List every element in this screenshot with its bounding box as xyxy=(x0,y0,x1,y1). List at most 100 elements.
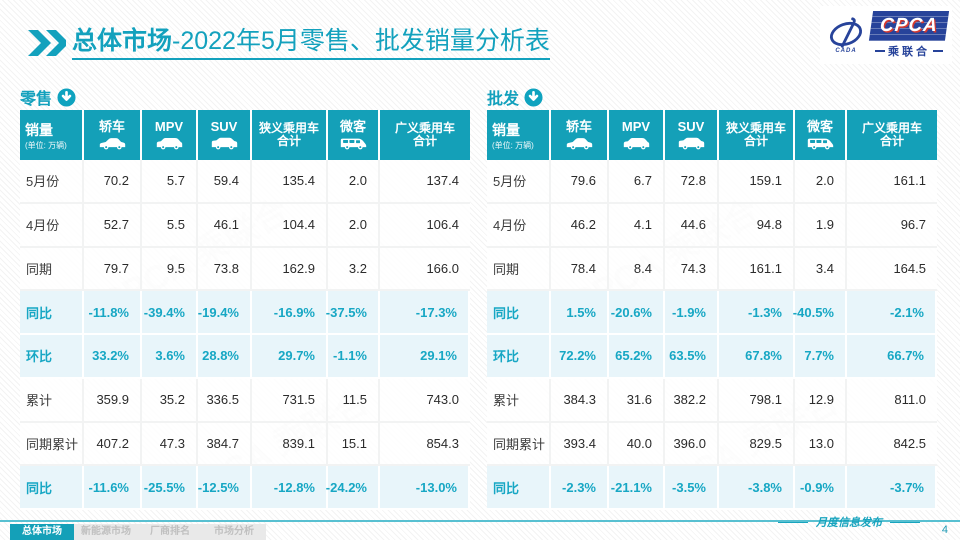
row-label: 5月份 xyxy=(20,160,84,204)
cell: 382.2 xyxy=(665,378,719,423)
cell: -39.4% xyxy=(142,291,198,335)
cpca-label: CPCA xyxy=(879,15,939,36)
table-row: 同比 -11.8% -39.4% -19.4% -16.9% -37.5% -17.3% xyxy=(20,291,470,335)
cell: 164.5 xyxy=(847,247,937,292)
cell: -3.5% xyxy=(665,466,719,510)
cell: -12.5% xyxy=(198,466,252,510)
col-header-narrow-total: 狭义乘用车 合计 xyxy=(719,110,795,160)
cell: 35.2 xyxy=(142,378,198,423)
row-label: 同比 xyxy=(20,466,84,510)
tab-新能源市场[interactable]: 新能源市场 xyxy=(81,526,131,537)
cell: 12.9 xyxy=(795,378,847,423)
table-row: 累计 384.3 31.6 382.2 798.1 12.9 811.0 xyxy=(487,378,937,423)
table-row: 同比 -11.6% -25.5% -12.5% -12.8% -24.2% -13.0% xyxy=(20,466,470,510)
cell: -37.5% xyxy=(326,291,380,335)
tab-市场分析[interactable]: 市场分析 xyxy=(214,526,254,537)
logo-line-left xyxy=(875,50,885,52)
cell: -1.3% xyxy=(719,291,795,335)
table-row: 5月份 79.6 6.7 72.8 159.1 2.0 161.1 xyxy=(487,160,937,204)
cell: 74.3 xyxy=(665,247,719,292)
row-label: 同期 xyxy=(20,247,84,292)
cell: -11.8% xyxy=(84,291,142,335)
cell: 29.7% xyxy=(252,335,328,379)
cell: 829.5 xyxy=(719,422,795,467)
microvan-icon xyxy=(340,138,366,150)
table-header-row: 销量 (单位: 万辆) 轿车 MPV SUV 狭义乘用车 合计 微客 广义乘用车 合计 xyxy=(20,110,470,160)
cell: 94.8 xyxy=(719,203,795,248)
cell: 5.7 xyxy=(142,160,198,204)
tab-总体市场[interactable]: 总体市场 xyxy=(10,524,74,540)
cell: 46.2 xyxy=(551,203,609,248)
bottom-tab-bar: 总体市场 新能源市场 厂商排名 市场分析 xyxy=(10,524,266,540)
cell: 3.2 xyxy=(328,247,380,292)
cpca-subtitle-label: 乘联合 xyxy=(888,46,930,58)
row-label: 累计 xyxy=(20,378,84,423)
col-header-suv: SUV xyxy=(665,110,719,160)
cell: -1.1% xyxy=(328,335,380,379)
suv-icon xyxy=(211,137,237,150)
cada-label: CADA xyxy=(835,47,857,54)
table-row: 同期累计 393.4 40.0 396.0 829.5 13.0 842.5 xyxy=(487,422,937,467)
cell: 67.8% xyxy=(719,335,795,379)
col-header-sedan: 轿车 xyxy=(84,110,142,160)
down-arrow-circle-icon xyxy=(524,87,543,107)
table-row: 同比 1.5% -20.6% -1.9% -1.3% -40.5% -2.1% xyxy=(487,291,937,335)
cell: 104.4 xyxy=(252,203,328,248)
cell: 15.1 xyxy=(328,422,380,467)
table-header-row: 销量 (单位: 万辆) 轿车 MPV SUV 狭义乘用车 合计 微客 广义乘用车 合计 xyxy=(487,110,937,160)
row-label: 同期累计 xyxy=(20,422,84,467)
cell: 359.9 xyxy=(84,378,142,423)
cell: 9.5 xyxy=(142,247,198,292)
cell: 7.7% xyxy=(795,335,847,379)
cell: -3.7% xyxy=(847,466,937,510)
cell: -20.6% xyxy=(609,291,665,335)
cell: 65.2% xyxy=(609,335,665,379)
col-header-sales: 销量 (单位: 万辆) xyxy=(20,110,84,160)
col-header-broad-total: 广义乘用车 合计 xyxy=(847,110,937,160)
microvan-icon xyxy=(807,138,833,150)
section-title-wholesale: 批发 xyxy=(487,91,520,108)
cell: 407.2 xyxy=(84,422,142,467)
cell: 839.1 xyxy=(252,422,328,467)
sedan-icon xyxy=(99,137,125,150)
cell: 8.4 xyxy=(609,247,665,292)
page-title-rest: -2022年5月零售、批发销量分析表 xyxy=(172,27,550,55)
title-chevron-icon xyxy=(28,30,69,56)
col-header-mpv: MPV xyxy=(142,110,198,160)
row-label: 4月份 xyxy=(487,203,551,248)
cell: 44.6 xyxy=(665,203,719,248)
row-label: 环比 xyxy=(487,335,551,379)
col-header-mpv: MPV xyxy=(609,110,665,160)
cell: 166.0 xyxy=(380,247,470,292)
cell: 63.5% xyxy=(665,335,719,379)
cell: 384.7 xyxy=(198,422,252,467)
cell: 798.1 xyxy=(719,378,795,423)
row-label: 同期 xyxy=(487,247,551,292)
table-row: 环比 72.2% 65.2% 63.5% 67.8% 7.7% 66.7% xyxy=(487,335,937,379)
table-row: 同期 79.7 9.5 73.8 162.9 3.2 166.0 xyxy=(20,247,470,292)
logo-line-right xyxy=(933,50,943,52)
cell: 96.7 xyxy=(847,203,937,248)
table-row: 环比 33.2% 3.6% 28.8% 29.7% -1.1% 29.1% xyxy=(20,335,470,379)
cell: 70.2 xyxy=(84,160,142,204)
cell: 72.8 xyxy=(665,160,719,204)
suv-icon xyxy=(678,137,704,150)
cell: 854.3 xyxy=(380,422,470,467)
cell: 842.5 xyxy=(847,422,937,467)
row-label: 环比 xyxy=(20,335,84,379)
table-row: 累计 359.9 35.2 336.5 731.5 11.5 743.0 xyxy=(20,378,470,423)
tab-厂商排名[interactable]: 厂商排名 xyxy=(150,526,190,537)
cell: 1.5% xyxy=(551,291,609,335)
retail-section: 零售 销量 (单位: 万辆) 轿车 MPV SUV 狭义乘用车 合计 微客 广义乘用车 合计 5月份… xyxy=(20,86,470,510)
cell: -19.4% xyxy=(198,291,252,335)
table-row: 同期累计 407.2 47.3 384.7 839.1 15.1 854.3 xyxy=(20,422,470,467)
cell: 31.6 xyxy=(609,378,665,423)
row-label: 同比 xyxy=(487,466,551,510)
cell: -24.2% xyxy=(326,466,380,510)
footer-note: 月度信息发布 xyxy=(778,514,920,530)
cpca-subtitle: 乘联合 xyxy=(875,43,943,59)
cell: 11.5 xyxy=(328,378,380,423)
cell: -11.6% xyxy=(84,466,142,510)
cell: 3.6% xyxy=(142,335,198,379)
